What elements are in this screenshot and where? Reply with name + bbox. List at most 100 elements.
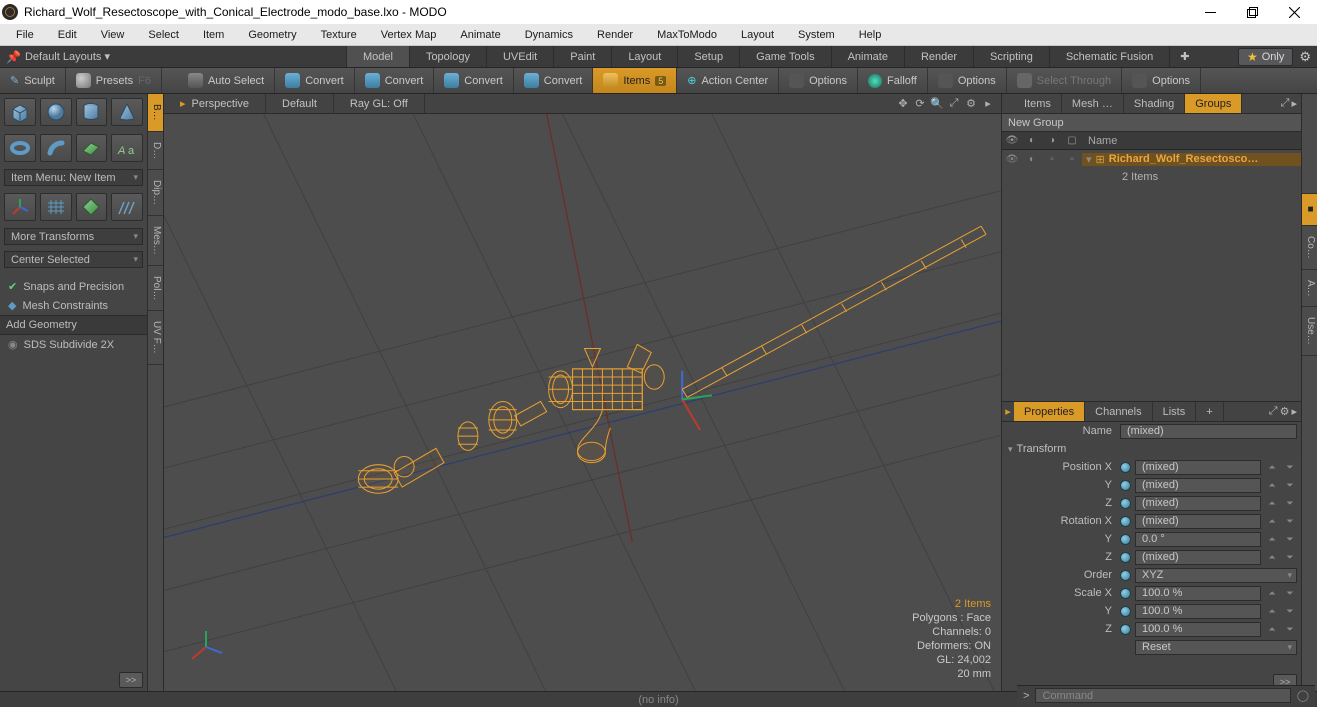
rvstrip-sel[interactable]: ■ bbox=[1302, 194, 1317, 226]
vp-next-icon[interactable]: ▸ bbox=[981, 97, 995, 111]
menu-edit[interactable]: Edit bbox=[46, 24, 89, 45]
actioncenter-button[interactable]: ⊕Action Center bbox=[677, 68, 779, 93]
ptab-channels[interactable]: Channels bbox=[1085, 402, 1152, 421]
posx-field[interactable]: (mixed) bbox=[1135, 460, 1261, 475]
mesh-constraints-button[interactable]: ◆Mesh Constraints bbox=[0, 296, 147, 315]
tab-setup[interactable]: Setup bbox=[677, 46, 739, 67]
maximize-button[interactable] bbox=[1231, 0, 1273, 24]
transform-section[interactable]: Transform bbox=[1002, 440, 1301, 458]
menu-select[interactable]: Select bbox=[136, 24, 191, 45]
menu-vertexmap[interactable]: Vertex Map bbox=[369, 24, 449, 45]
col-lock-icon[interactable]: ▢ bbox=[1062, 135, 1082, 146]
scalex-dot[interactable] bbox=[1120, 588, 1131, 599]
pexpand-icon[interactable]: ⤢ bbox=[1269, 405, 1278, 418]
col-b-icon[interactable]: ◑ bbox=[1042, 135, 1062, 146]
pmenu-icon[interactable]: ▸ bbox=[1291, 405, 1297, 418]
convert2-button[interactable]: Convert bbox=[355, 68, 435, 93]
tab-animate[interactable]: Animate bbox=[831, 46, 904, 67]
vp-move-icon[interactable]: ✥ bbox=[896, 97, 910, 111]
posz-field[interactable]: (mixed) bbox=[1135, 496, 1261, 511]
posz-dot[interactable] bbox=[1120, 498, 1131, 509]
rtab-mesh[interactable]: Mesh … bbox=[1062, 94, 1124, 113]
vp-rotate-icon[interactable]: ⟳ bbox=[913, 97, 927, 111]
col-eye-icon[interactable]: 👁 bbox=[1002, 135, 1022, 146]
prim-cone-button[interactable] bbox=[111, 98, 143, 126]
vstrip-mes[interactable]: Mes… bbox=[148, 216, 163, 266]
vstrip-dip[interactable]: Dip… bbox=[148, 170, 163, 216]
scalex-field[interactable]: 100.0 % bbox=[1135, 586, 1261, 601]
expand-icon[interactable]: ⤢ bbox=[1281, 97, 1290, 110]
command-input[interactable]: Command bbox=[1035, 688, 1290, 703]
left-go-button[interactable]: >> bbox=[119, 672, 143, 688]
posx-dot[interactable] bbox=[1120, 462, 1131, 473]
tab-schematicfusion[interactable]: Schematic Fusion bbox=[1049, 46, 1169, 67]
rvstrip-co[interactable]: Co… bbox=[1302, 226, 1317, 270]
posy-field[interactable]: (mixed) bbox=[1135, 478, 1261, 493]
tool-green-button[interactable] bbox=[76, 193, 108, 221]
menu-geometry[interactable]: Geometry bbox=[236, 24, 308, 45]
posy-dot[interactable] bbox=[1120, 480, 1131, 491]
tab-gametools[interactable]: Game Tools bbox=[739, 46, 831, 67]
col-a-icon[interactable]: ◐ bbox=[1022, 135, 1042, 146]
minimize-button[interactable] bbox=[1189, 0, 1231, 24]
prim-text-button[interactable]: Aa bbox=[111, 134, 143, 162]
vp-zoom-icon[interactable]: 🔍 bbox=[930, 97, 944, 111]
pgear-icon[interactable]: ⚙ bbox=[1280, 405, 1290, 418]
tab-model[interactable]: Model bbox=[346, 46, 409, 67]
gear-icon[interactable]: ⚙ bbox=[1299, 49, 1311, 65]
only-toggle[interactable]: ★Only bbox=[1238, 48, 1293, 66]
sds-subdivide-button[interactable]: ◉SDS Subdivide 2X bbox=[0, 335, 147, 354]
vp-gear-icon[interactable]: ⚙ bbox=[964, 97, 978, 111]
vstrip-uvf[interactable]: UV F… bbox=[148, 311, 163, 365]
item-menu-dropdown[interactable]: Item Menu: New Item bbox=[4, 169, 143, 186]
new-group-button[interactable]: New Group bbox=[1002, 114, 1301, 132]
falloff-button[interactable]: Falloff bbox=[858, 68, 928, 93]
tab-scripting[interactable]: Scripting bbox=[973, 46, 1049, 67]
scalez-field[interactable]: 100.0 % bbox=[1135, 622, 1261, 637]
selectthrough-button[interactable]: Select Through bbox=[1007, 68, 1122, 93]
convert3-button[interactable]: Convert bbox=[434, 68, 514, 93]
options1-button[interactable]: Options bbox=[779, 68, 858, 93]
options3-button[interactable]: Options bbox=[1122, 68, 1201, 93]
sculpt-button[interactable]: ✎Sculpt bbox=[0, 68, 66, 93]
roty-dot[interactable] bbox=[1120, 534, 1131, 545]
rotx-field[interactable]: (mixed) bbox=[1135, 514, 1261, 529]
options2-button[interactable]: Options bbox=[928, 68, 1007, 93]
autoselect-button[interactable]: Auto Select bbox=[178, 68, 275, 93]
reset-dropdown[interactable]: Reset bbox=[1135, 640, 1297, 655]
viewport-raygl-dropdown[interactable]: Ray GL: Off bbox=[334, 94, 425, 113]
posx-dn[interactable]: ⏷ bbox=[1283, 460, 1297, 475]
rotx-dot[interactable] bbox=[1120, 516, 1131, 527]
menu-help[interactable]: Help bbox=[847, 24, 894, 45]
scalez-dot[interactable] bbox=[1120, 624, 1131, 635]
prim-tube-button[interactable] bbox=[40, 134, 72, 162]
menu-layout[interactable]: Layout bbox=[729, 24, 786, 45]
snaps-button[interactable]: ✔Snaps and Precision bbox=[0, 277, 147, 296]
pin-icon[interactable]: 📌 bbox=[6, 50, 21, 64]
tab-add[interactable]: ✚ bbox=[1169, 46, 1199, 67]
prim-torus-button[interactable] bbox=[4, 134, 36, 162]
menu-item[interactable]: Item bbox=[191, 24, 236, 45]
menu-file[interactable]: File bbox=[4, 24, 46, 45]
tab-topology[interactable]: Topology bbox=[409, 46, 486, 67]
name-field[interactable]: (mixed) bbox=[1120, 424, 1297, 439]
menu-icon[interactable]: ▸ bbox=[1291, 97, 1297, 110]
prim-sphere-button[interactable] bbox=[40, 98, 72, 126]
vstrip-b[interactable]: B… bbox=[148, 94, 163, 132]
tab-paint[interactable]: Paint bbox=[553, 46, 611, 67]
rvstrip-1[interactable] bbox=[1302, 94, 1317, 194]
order-dot[interactable] bbox=[1120, 570, 1131, 581]
menu-system[interactable]: System bbox=[786, 24, 847, 45]
vp-fit-icon[interactable]: ⤢ bbox=[947, 97, 961, 111]
viewport-canvas[interactable]: 2 Items Polygons : Face Channels: 0 Defo… bbox=[164, 114, 1001, 691]
order-field[interactable]: XYZ bbox=[1135, 568, 1297, 583]
tab-render[interactable]: Render bbox=[904, 46, 973, 67]
prim-cylinder-button[interactable] bbox=[76, 98, 108, 126]
rotz-field[interactable]: (mixed) bbox=[1135, 550, 1261, 565]
menu-animate[interactable]: Animate bbox=[448, 24, 512, 45]
menu-dynamics[interactable]: Dynamics bbox=[513, 24, 585, 45]
rvstrip-use[interactable]: Use… bbox=[1302, 307, 1317, 356]
more-transforms-dropdown[interactable]: More Transforms bbox=[4, 228, 143, 245]
close-button[interactable] bbox=[1273, 0, 1315, 24]
presets-button[interactable]: PresetsF6 bbox=[66, 68, 162, 93]
